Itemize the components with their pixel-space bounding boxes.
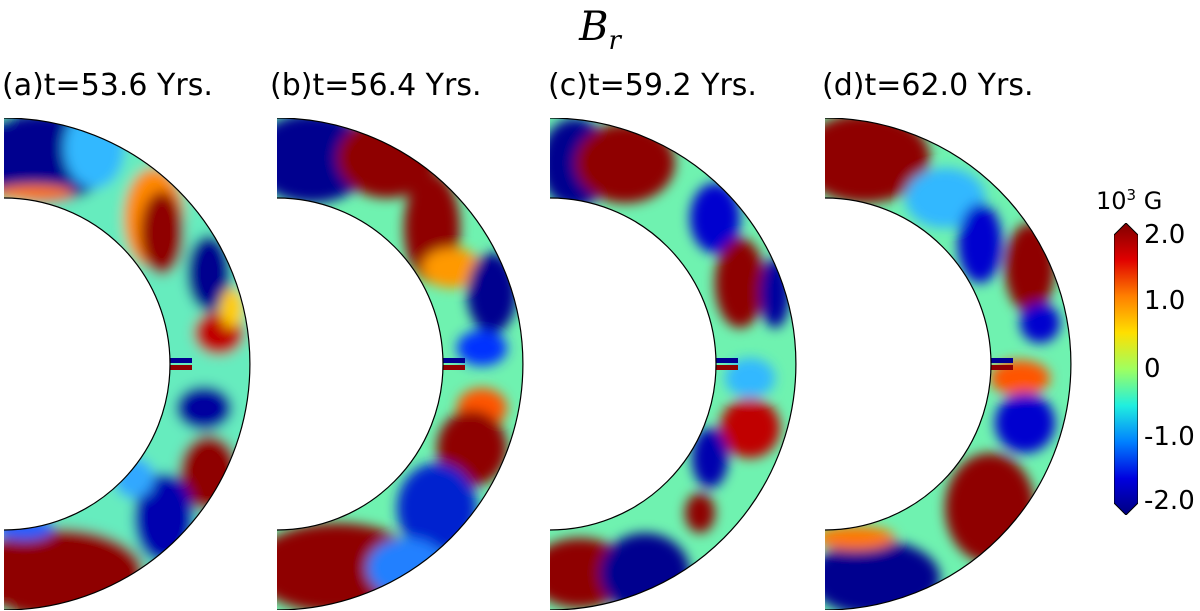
panel-b-plot bbox=[277, 118, 524, 610]
panel-b-label: (b)t=56.4 Yrs. bbox=[270, 68, 482, 103]
colorbar-tick-0: 0 bbox=[1144, 354, 1161, 384]
colorbar bbox=[1114, 223, 1138, 515]
panel-a-label: (a)t=53.6 Yrs. bbox=[2, 68, 213, 103]
colorbar-tick-min: -2.0 bbox=[1144, 486, 1195, 516]
colorbar-tick-max: 2.0 bbox=[1144, 220, 1186, 250]
colorbar-unit: 103 G bbox=[1096, 186, 1163, 215]
panel-d-plot bbox=[825, 118, 1072, 610]
colorbar-tick-1: 1.0 bbox=[1144, 286, 1186, 316]
panel-c-label: (c)t=59.2 Yrs. bbox=[548, 68, 757, 103]
colorbar-tick-neg1: -1.0 bbox=[1144, 422, 1195, 452]
panel-d-label: (d)t=62.0 Yrs. bbox=[822, 68, 1034, 103]
panel-a-plot bbox=[4, 118, 251, 610]
figure-title: Br bbox=[579, 4, 621, 56]
panel-c-plot bbox=[550, 118, 797, 610]
